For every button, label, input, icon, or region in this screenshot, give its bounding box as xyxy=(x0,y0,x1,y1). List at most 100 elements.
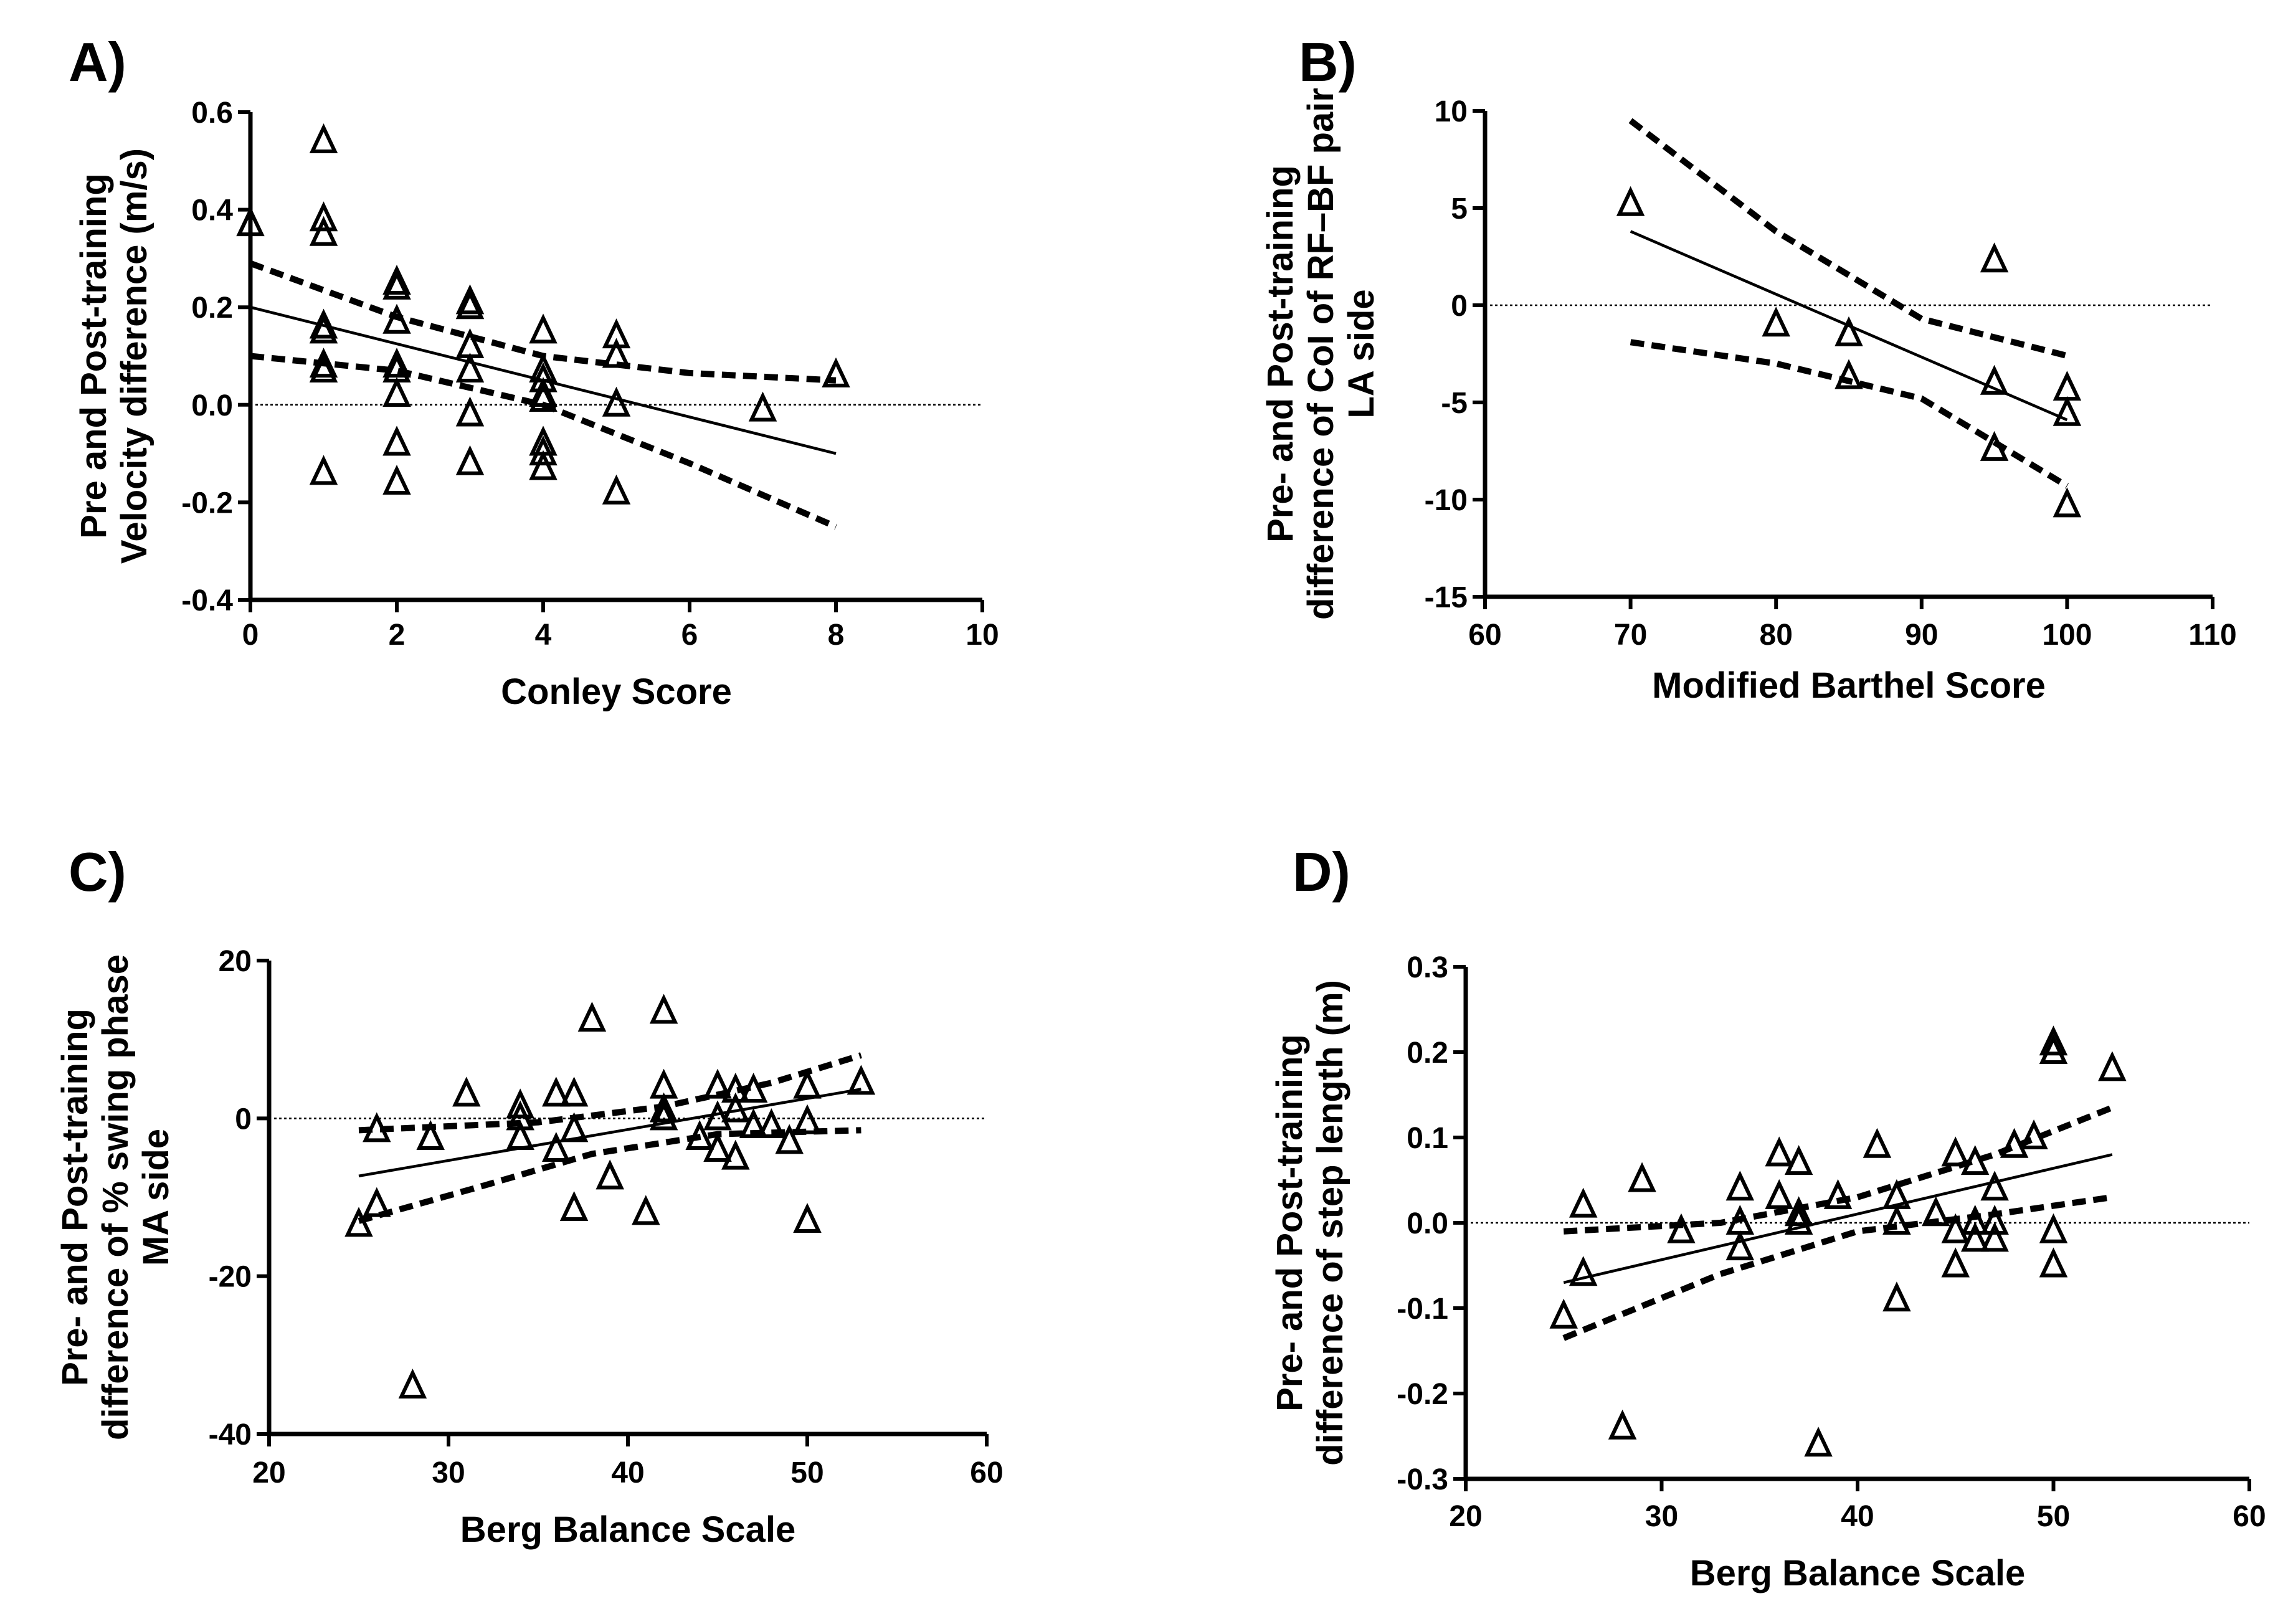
y-axis-title: Pre- and Post-training xyxy=(1260,165,1301,543)
x-tick-label: 6 xyxy=(681,619,698,652)
data-point xyxy=(793,1068,822,1099)
data-point xyxy=(748,391,777,422)
data-point xyxy=(602,338,631,368)
data-point xyxy=(559,1190,589,1221)
y-tick-label: 0.1 xyxy=(1407,1122,1448,1155)
data-point xyxy=(382,348,411,378)
data-point xyxy=(1823,1179,1853,1209)
data-point xyxy=(1765,1136,1793,1167)
x-tick-label: 60 xyxy=(970,1456,1003,1489)
ci-lower-line xyxy=(1562,1194,2113,1341)
data-point xyxy=(455,396,485,427)
data-point xyxy=(1762,306,1790,337)
data-point xyxy=(1784,1145,1813,1175)
ci-lower-line xyxy=(358,1127,861,1224)
panel-label: B) xyxy=(1299,31,1357,93)
data-point xyxy=(649,1092,678,1123)
data-point xyxy=(649,1100,678,1131)
data-point xyxy=(721,1139,750,1170)
data-point xyxy=(602,474,631,505)
regression-line xyxy=(358,1088,861,1178)
panel-a: A) 0 2 4 6 8 10 -0.4 -0.2 0.0 0.2 0.4 0.6 Conley Scor… xyxy=(69,31,999,712)
data-point xyxy=(363,1187,391,1217)
data-point xyxy=(1569,1187,1598,1218)
ci-upper-line xyxy=(1628,118,2068,359)
y-axis-title: difference of step length (m) xyxy=(1310,980,1350,1466)
data-point xyxy=(382,465,411,495)
y-tick-label: -0.4 xyxy=(181,584,233,617)
ci-lower-line xyxy=(1630,339,2069,489)
x-axis-title: Berg Balance Scale xyxy=(460,1509,795,1550)
data-point xyxy=(703,1131,732,1162)
data-point xyxy=(1960,1222,1990,1252)
y-tick-label: 20 xyxy=(219,945,252,978)
y-tick-label: -10 xyxy=(1425,484,1468,517)
data-point xyxy=(529,435,558,466)
data-point xyxy=(739,1072,768,1103)
panel-d: D) 20 30 40 50 60 -0.3 -0.2 -0.1 0.0 0.1 0.2 0.3 Berg… xyxy=(1270,841,2266,1593)
y-tick-label: -15 xyxy=(1425,581,1468,614)
data-point xyxy=(1980,430,2009,461)
data-point xyxy=(309,348,338,378)
y-tick-label: 0.6 xyxy=(191,97,233,130)
x-tick-label: 30 xyxy=(1645,1500,1678,1533)
data-point xyxy=(309,308,338,339)
data-point xyxy=(2053,487,2082,518)
data-point xyxy=(1882,1204,1911,1235)
data-point xyxy=(398,1368,427,1398)
data-point xyxy=(382,265,411,295)
y-axis-title: Pre and Post-training xyxy=(74,173,114,539)
data-point xyxy=(1834,359,1863,389)
data-point xyxy=(382,425,411,456)
data-point xyxy=(2098,1051,2127,1081)
data-point xyxy=(416,1119,445,1150)
data-point xyxy=(793,1104,822,1134)
data-point xyxy=(721,1092,750,1123)
data-point xyxy=(455,289,485,320)
y-tick-label: 0.0 xyxy=(1407,1207,1448,1240)
data-point xyxy=(1667,1213,1696,1243)
data-point xyxy=(596,1159,624,1190)
y-tick-label: -0.1 xyxy=(1397,1293,1448,1326)
y-tick-label: 0.3 xyxy=(1407,951,1448,984)
data-point xyxy=(1725,1230,1755,1261)
x-tick-label: 2 xyxy=(389,619,406,652)
data-point xyxy=(602,386,631,417)
data-point xyxy=(1960,1145,1990,1175)
data-point xyxy=(2000,1128,2029,1158)
data-point xyxy=(1549,1298,1578,1329)
data-point xyxy=(1765,1179,1793,1209)
data-point xyxy=(455,352,485,382)
data-point xyxy=(542,1131,571,1162)
y-axis-title: Pre- and Post-training xyxy=(55,1009,95,1386)
panel-c: C) 20 30 40 50 60 -40 -20 0 20 Berg Balance Scale P… xyxy=(55,841,1004,1550)
data-point xyxy=(529,450,558,480)
data-point xyxy=(1784,1196,1813,1227)
data-point xyxy=(529,313,558,344)
x-tick-label: 4 xyxy=(535,619,552,652)
y-tick-label: -20 xyxy=(209,1261,252,1294)
x-tick-label: 60 xyxy=(2233,1500,2266,1533)
data-point xyxy=(685,1119,714,1150)
data-point xyxy=(2039,1213,2068,1243)
data-point xyxy=(382,303,411,334)
data-point xyxy=(455,445,485,475)
data-point xyxy=(309,201,338,232)
y-tick-label: -5 xyxy=(1441,387,1468,420)
x-tick-label: 110 xyxy=(2188,619,2236,652)
data-point xyxy=(309,455,338,485)
x-tick-label: 40 xyxy=(1841,1500,1874,1533)
x-tick-label: 20 xyxy=(1449,1500,1482,1533)
data-point xyxy=(703,1068,732,1099)
y-tick-label: -0.3 xyxy=(1397,1463,1448,1496)
x-tick-label: 50 xyxy=(2037,1500,2070,1533)
data-point xyxy=(382,377,411,407)
data-point xyxy=(739,1108,768,1138)
data-point xyxy=(309,352,338,382)
x-tick-label: 20 xyxy=(252,1456,285,1489)
x-axis-title: Berg Balance Scale xyxy=(1690,1553,2025,1593)
data-point xyxy=(775,1124,804,1154)
y-tick-label: -40 xyxy=(209,1418,252,1451)
x-tick-label: 30 xyxy=(432,1456,465,1489)
